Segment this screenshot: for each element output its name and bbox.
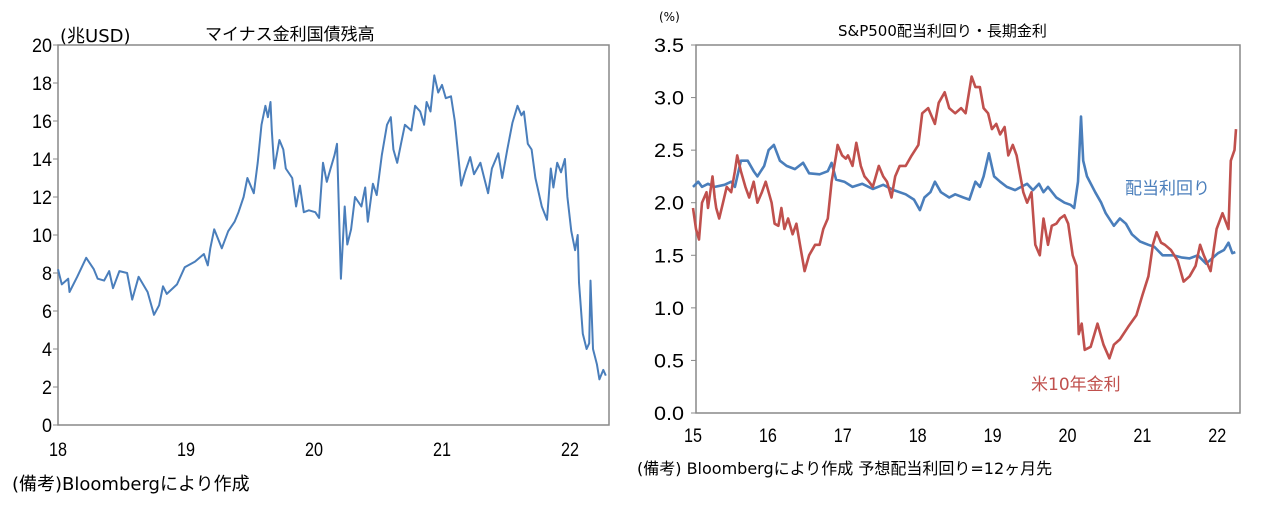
chart1-y-tick-label: 16 <box>32 112 52 133</box>
chart2-y-tick-label: 3.0 <box>654 89 684 110</box>
chart1-y-tick-label: 6 <box>42 302 52 323</box>
chart1-y-tick-label: 20 <box>32 36 52 57</box>
chart1-y-tick-label: 2 <box>42 378 52 399</box>
chart1-x-tick-label: 22 <box>561 440 579 461</box>
chart2-y-tick-label: 1.0 <box>654 299 684 320</box>
chart2-y-tick-label: 0.0 <box>654 404 684 425</box>
chart1-series-line-0 <box>57 74 607 381</box>
chart2-x-tick-label: 15 <box>684 426 702 447</box>
chart2-x-tick-label: 17 <box>834 426 852 447</box>
chart2-x-tick-label: 22 <box>1208 426 1226 447</box>
chart2-x-tick-label: 21 <box>1133 426 1151 447</box>
chart1-x-tick-label: 20 <box>305 440 323 461</box>
chart2-title: S&P500配当利回り・長期金利 <box>838 22 1047 40</box>
chart1-y-tick-label: 12 <box>32 188 52 209</box>
chart1-note: (備考)Bloombergにより作成 <box>12 474 250 495</box>
chart1-x-tick-label: 19 <box>177 440 195 461</box>
chart2-x-tick-label: 18 <box>909 426 927 447</box>
chart2-x-tick-label: 16 <box>759 426 777 447</box>
chart1-y-tick-label: 10 <box>32 226 52 247</box>
chart2-y-tick-label: 2.5 <box>654 141 684 162</box>
chart2-y-tick-label: 1.5 <box>654 246 684 267</box>
chart1-y-tick-label: 4 <box>42 340 52 361</box>
chart2-note: (備考) Bloombergにより作成 予想配当利回り=12ヶ月先 <box>637 459 1053 478</box>
chart1-unit-label: (兆USD) <box>60 26 131 47</box>
chart2-series-line-0 <box>692 115 1236 265</box>
chart1-title: マイナス金利国債残高 <box>205 25 375 45</box>
chart1-y-tick-label: 18 <box>32 74 52 95</box>
chart2-y-tick-label: 0.5 <box>654 351 684 372</box>
chart2-x-tick-label: 19 <box>984 426 1002 447</box>
chart1-y-tick-label: 14 <box>32 150 52 171</box>
legend-dividend-yield: 配当利回り <box>1125 179 1210 199</box>
chart2-y-tick-label: 2.0 <box>654 194 684 215</box>
chart1-x-tick-label: 18 <box>49 440 67 461</box>
chart1-x-tick-label: 21 <box>433 440 451 461</box>
chart1-y-tick-label: 8 <box>42 264 52 285</box>
chart2-x-tick-label: 20 <box>1059 426 1077 447</box>
chart2-y-tick-label: 3.5 <box>654 36 684 57</box>
legend-us10y: 米10年金利 <box>1031 375 1121 395</box>
chart1-plot-area <box>57 44 610 426</box>
chart2-series-line-1 <box>691 75 1238 360</box>
chart2-unit-label: (%) <box>659 10 680 24</box>
chart1-y-tick-label: 0 <box>42 416 52 437</box>
